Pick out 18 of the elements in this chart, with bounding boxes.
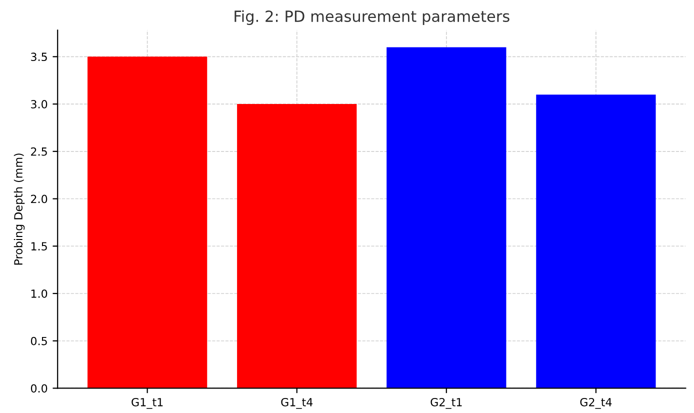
x-tick-label: G2_t1 [430,398,462,409]
bar [88,56,208,388]
y-axis-title: Probing Depth (mm) [14,154,25,265]
x-tick-label: G1_t4 [281,398,313,409]
y-tick-label: 3.0 [31,100,48,108]
y-tick-label: 0.5 [30,336,47,346]
x-tick-label: G1_t1 [132,398,163,409]
y-tick-label: 1.5 [31,242,47,251]
y-tick-label: 3.5 [31,52,47,62]
x-tick-label: G2_t4 [580,398,612,409]
y-tick-label: 2.5 [31,147,47,156]
y-tick-label: 2.0 [31,194,48,204]
bar [237,104,357,388]
chart-title: Fig. 2: PD measurement parameters [234,10,510,25]
bar [536,94,656,388]
y-tick-label: 0.0 [30,384,48,393]
bar [386,47,506,388]
y-tick-label: 1.0 [31,289,48,298]
